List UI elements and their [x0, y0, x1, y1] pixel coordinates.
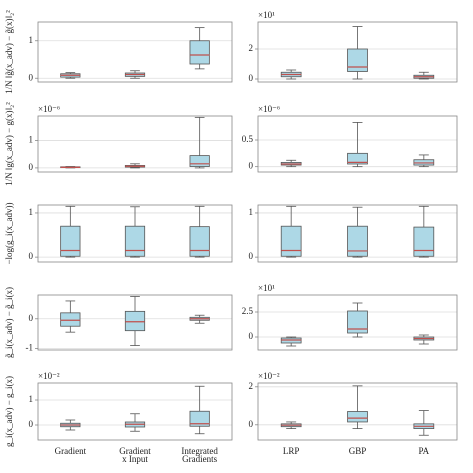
- box: [60, 225, 81, 257]
- axes-frame: [37, 21, 233, 83]
- y-tick-label: 0: [249, 161, 254, 171]
- y-tick-label: 0: [249, 419, 254, 429]
- box: [189, 410, 210, 427]
- axis-offset: ×10⁻²: [258, 371, 280, 381]
- x-tick-label-line: LRP: [283, 446, 300, 456]
- y-tick-label: 1: [29, 135, 34, 145]
- axes-frame: [37, 115, 233, 173]
- axis-offset: ×10⁻⁶: [258, 104, 280, 114]
- y-tick-label: 1: [29, 207, 34, 217]
- box: [124, 310, 146, 332]
- x-tick-label-line: PA: [418, 446, 429, 456]
- box: [124, 225, 146, 257]
- box: [347, 48, 368, 72]
- x-tick-label: Integrated Gradients: [181, 446, 218, 464]
- y-axis-label: −log(g_i(x_adv)): [4, 202, 14, 264]
- axes-frame: [37, 204, 233, 263]
- x-tick-label: Gradient: [55, 446, 87, 456]
- x-tick-label-line: Integrated: [181, 446, 218, 456]
- box: [189, 155, 210, 167]
- axes-frame: [257, 115, 458, 173]
- axes-frame: [257, 21, 458, 83]
- box: [189, 40, 210, 65]
- x-tick-label-line: GBP: [349, 446, 367, 456]
- y-axis-label: g_i(x_adv) − g_i(x): [4, 376, 14, 447]
- box: [347, 411, 368, 423]
- x-tick-label: Gradient x Input: [119, 446, 151, 464]
- y-tick-label: 1: [249, 207, 254, 217]
- box: [280, 225, 302, 257]
- y-tick-label: 0: [249, 331, 254, 341]
- axis-offset: ×10⁻²: [38, 371, 60, 381]
- axis-offset: ×10⁻⁶: [38, 104, 60, 114]
- box: [347, 225, 368, 257]
- axis-offset: ×10¹: [258, 10, 275, 20]
- y-axis-label: 1/N ‖g(x_adv) − g(x)‖₂²: [4, 102, 14, 186]
- box: [413, 226, 435, 257]
- axes-frame: [257, 204, 458, 263]
- y-tick-label: 0: [249, 73, 254, 83]
- x-tick-label: LRP: [283, 446, 300, 456]
- box: [189, 226, 210, 257]
- y-tick-label: 0.5: [242, 134, 254, 144]
- y-tick-label: 0: [29, 313, 34, 323]
- y-tick-label: 0: [29, 162, 34, 172]
- x-tick-label-line: Gradient: [119, 446, 151, 456]
- y-axis-label: 1/N ‖g̃(x_adv) − g̃(x)‖₂²: [4, 10, 14, 94]
- y-tick-label: 1: [29, 35, 34, 45]
- axis-offset: ×10¹: [258, 283, 275, 293]
- box: [60, 312, 81, 327]
- y-tick-label: 2: [249, 43, 254, 53]
- x-tick-label-line: x Input: [122, 454, 148, 464]
- axes-frame: [37, 382, 233, 441]
- axes-frame: [37, 294, 233, 351]
- box: [347, 310, 368, 334]
- y-tick-label: 0: [29, 251, 34, 261]
- box: [347, 152, 368, 165]
- y-tick-label: 0: [29, 419, 34, 429]
- y-tick-label: 2: [249, 381, 254, 391]
- x-tick-label: GBP: [349, 446, 367, 456]
- y-axis-label: g̃_i(x_adv) − g̃_i(x): [4, 287, 14, 358]
- y-tick-label: 0: [29, 72, 34, 82]
- axes-frame: [257, 382, 458, 441]
- x-tick-label: PA: [418, 446, 429, 456]
- y-tick-label: 2.5: [242, 306, 254, 316]
- y-tick-label: -1: [26, 343, 34, 353]
- y-tick-label: 1: [29, 394, 34, 404]
- axes-frame: [257, 294, 458, 351]
- x-tick-label-line: Gradients: [182, 454, 217, 464]
- y-tick-label: 0: [249, 251, 254, 261]
- x-tick-label-line: Gradient: [55, 446, 87, 456]
